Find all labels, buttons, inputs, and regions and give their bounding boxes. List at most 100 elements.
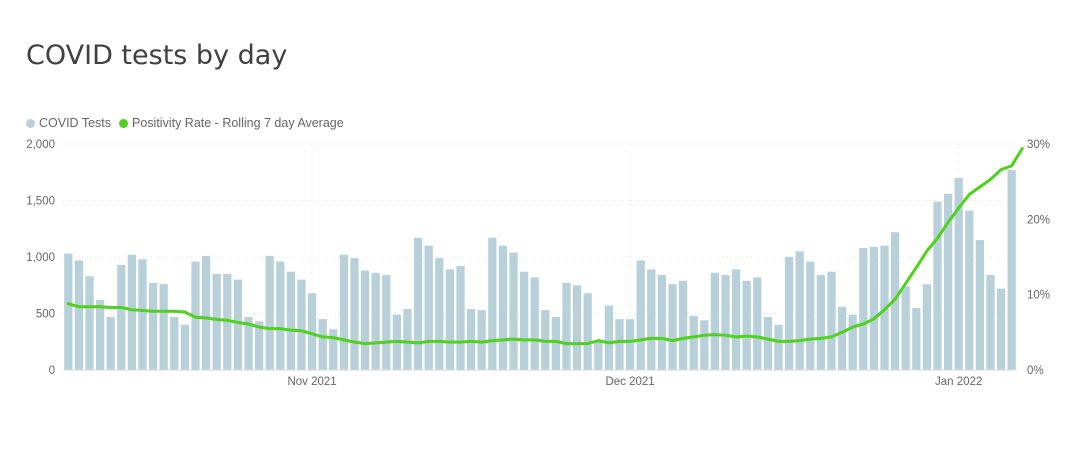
bar-covid-tests [95,299,105,370]
bar-covid-tests [127,254,137,370]
y-tick-left: 0 [49,365,55,377]
bar-covid-tests [710,272,720,370]
bar-covid-tests [827,271,836,370]
bar-covid-tests [106,316,115,370]
bar-covid-tests [180,324,190,370]
bar-covid-tests [339,254,349,370]
bar-covid-tests [1007,169,1016,370]
y-tick-right: 0% [1027,365,1044,377]
bar-covid-tests [594,341,603,370]
bar-covid-tests [912,307,921,370]
bar-covid-tests [519,271,529,370]
bar-covid-tests [986,275,995,370]
bar-covid-tests [456,266,465,370]
bar-covid-tests [689,315,698,370]
legend-item-positivity-rate[interactable]: Positivity Rate - Rolling 7 day Average [119,116,344,130]
bar-covid-tests [170,316,179,370]
bar-covid-tests [424,245,433,370]
bar-covid-tests [816,275,826,370]
bar-covid-tests [965,210,974,370]
bar-covid-tests [583,293,592,370]
bar-covid-tests [435,258,444,370]
bar-covid-tests [254,321,264,370]
bar-covid-tests [806,261,815,370]
bar-covid-tests [223,273,232,370]
bar-covid-tests [403,308,412,370]
bar-covid-tests [74,260,84,370]
bar-covid-tests [678,280,688,370]
bar-covid-tests [233,279,243,370]
bar-covid-tests [382,275,391,370]
x-tick-label: Jan 2022 [935,376,982,388]
bar-covid-tests [329,329,338,370]
bar-covid-tests [265,255,274,370]
bar-covid-tests [509,252,518,370]
bar-covid-tests [350,258,359,370]
bar-covid-tests [466,308,476,370]
y-tick-left: 1,000 [26,252,55,264]
bar-covid-tests [943,193,953,370]
bar-covid-tests [933,201,942,370]
y-tick-left: 500 [36,309,55,321]
legend-label-positivity-rate: Positivity Rate - Rolling 7 day Average [132,116,344,130]
bar-covid-tests [731,269,741,370]
bar-covid-tests [64,253,73,370]
bar-covid-tests [445,269,455,370]
legend-label-covid-tests: COVID Tests [39,116,112,130]
bar-covid-tests [276,261,285,370]
bar-covid-tests [954,177,963,370]
legend-swatch-positivity-rate [119,118,129,128]
bar-covid-tests [360,270,370,370]
bar-covid-tests [774,324,783,370]
bar-covid-tests [604,305,614,370]
bar-covid-tests [848,314,857,370]
x-tick-label: Dec 2021 [605,376,654,388]
bar-covid-tests [201,255,211,370]
bar-covid-tests [286,271,296,370]
x-tick-label: Nov 2021 [287,376,336,388]
bar-covid-tests [371,272,380,370]
y-tick-left: 1,500 [26,196,55,208]
bar-covid-tests [244,316,253,370]
chart-title: COVID tests by day [26,40,288,71]
bar-covid-tests [922,284,932,370]
bar-covid-tests [318,319,327,370]
bar-covid-tests [753,277,762,370]
bar-covid-tests [307,293,317,370]
bar-covid-tests [975,240,985,370]
chart-legend: COVID Tests Positivity Rate - Rolling 7 … [26,116,346,130]
bar-covid-tests [530,277,539,370]
bar-covid-tests [572,285,582,370]
bar-covid-tests [721,275,730,370]
bar-covid-tests [996,288,1006,370]
y-tick-left: 2,000 [26,139,55,151]
bar-covid-tests [795,251,804,370]
line-positivity-rate [66,147,1024,346]
bar-covid-tests [551,316,561,370]
bar-covid-tests [742,280,751,370]
y-tick-right: 30% [1027,139,1050,151]
y-tick-right: 20% [1027,214,1050,226]
bar-covid-tests [615,319,624,370]
bar-covid-tests [488,237,497,370]
bar-covid-tests [668,284,677,370]
bar-covid-tests [138,259,147,370]
bar-covid-tests [212,273,221,370]
bar-covid-tests [901,286,910,370]
bar-covid-tests [784,257,794,370]
bar-covid-tests [159,284,168,370]
bar-covid-tests [636,260,645,370]
bar-covid-tests [297,279,306,370]
bar-covid-tests [413,237,423,370]
bar-covid-tests [763,316,773,370]
legend-item-covid-tests[interactable]: COVID Tests [26,116,111,130]
bar-covid-tests [477,310,486,370]
bar-covid-tests [700,320,709,370]
bar-covid-tests [117,264,126,370]
legend-swatch-covid-tests [26,118,35,128]
y-tick-right: 10% [1027,290,1050,302]
bar-covid-tests [837,306,847,370]
bar-covid-tests [498,245,508,370]
bar-covid-tests [85,276,94,370]
bar-covid-tests [625,319,635,370]
